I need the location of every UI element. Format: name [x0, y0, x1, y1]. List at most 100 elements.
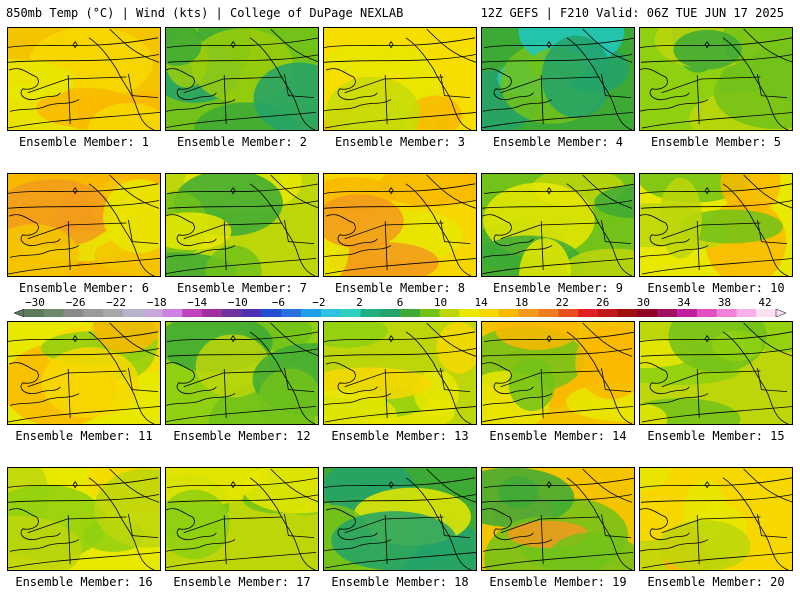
- colorbar-segment: [756, 309, 777, 317]
- member-label: Ensemble Member: 18: [331, 575, 469, 589]
- member-map-panel: [639, 321, 793, 425]
- temperature-field-map: [640, 174, 792, 276]
- member-label: Ensemble Member: 6: [18, 281, 150, 295]
- member-map-panel: [481, 321, 635, 425]
- member-map-panel: [323, 173, 477, 277]
- colorbar-left-arrow: [14, 309, 25, 317]
- colorbar-segment: [63, 309, 84, 317]
- temperature-field-map: [8, 174, 160, 276]
- member-map-panel: [639, 173, 793, 277]
- colorbar-segment: [400, 309, 421, 317]
- member-label: Ensemble Member: 20: [647, 575, 785, 589]
- colorbar-segment: [380, 309, 401, 317]
- colorbar-tick-label: −2: [312, 296, 326, 309]
- member-label: Ensemble Member: 9: [492, 281, 624, 295]
- colorbar-segment: [498, 309, 520, 317]
- temperature-field-map: [482, 28, 634, 130]
- member-label: Ensemble Member: 16: [15, 575, 153, 589]
- colorbar-tick-label: −6: [271, 296, 285, 309]
- member-label: Ensemble Member: 17: [173, 575, 311, 589]
- member-label: Ensemble Member: 10: [647, 281, 785, 295]
- colorbar-tick-label: −26: [65, 296, 86, 309]
- temperature-field-map: [324, 174, 476, 276]
- member-label: Ensemble Member: 1: [18, 135, 150, 149]
- colorbar-segment: [637, 309, 658, 317]
- temperature-field-map: [640, 322, 792, 424]
- colorbar-tick-label: 30: [636, 296, 650, 309]
- member-label: Ensemble Member: 5: [650, 135, 782, 149]
- colorbar-segment: [736, 309, 757, 317]
- member-map-panel: [481, 467, 635, 571]
- member-label: Ensemble Member: 11: [15, 429, 153, 443]
- colorbar-tick-label: 34: [677, 296, 691, 309]
- temperature-field-map: [8, 468, 160, 570]
- temperature-field-map: [8, 322, 160, 424]
- temperature-field-map: [482, 468, 634, 570]
- member-map-panel: [165, 27, 319, 131]
- temperature-field-map: [8, 28, 160, 130]
- colorbar-segment: [439, 309, 460, 317]
- temperature-field-map: [166, 468, 318, 570]
- colorbar-segment: [597, 309, 618, 317]
- colorbar-tick-label: 2: [356, 296, 363, 309]
- colorbar-tick-label: −10: [227, 296, 248, 309]
- colorbar-segment: [419, 309, 440, 317]
- colorbar-segment: [241, 309, 262, 317]
- member-map-panel: [481, 27, 635, 131]
- member-map-panel: [165, 321, 319, 425]
- colorbar-segment: [103, 309, 124, 317]
- member-label: Ensemble Member: 15: [647, 429, 785, 443]
- colorbar-segment: [24, 309, 45, 317]
- colorbar-segment: [261, 309, 282, 317]
- colorbar-segment: [696, 309, 717, 317]
- member-map-panel: [639, 467, 793, 571]
- colorbar-tick-label: 18: [515, 296, 529, 309]
- colorbar-tick-label: −18: [146, 296, 167, 309]
- temperature-colorbar: [14, 309, 786, 317]
- colorbar-tick-label: 6: [396, 296, 404, 309]
- temperature-field-map: [166, 322, 318, 424]
- temperature-field-map: [324, 322, 476, 424]
- colorbar-segment: [716, 309, 737, 317]
- member-map-panel: [639, 27, 793, 131]
- temperature-field-map: [482, 174, 634, 276]
- colorbar-right-arrow: [775, 309, 786, 317]
- colorbar-segment: [657, 309, 678, 317]
- temperature-field-map: [324, 468, 476, 570]
- colorbar-tick-label: −14: [187, 296, 208, 309]
- colorbar-segment: [142, 309, 163, 317]
- colorbar-tick-label: 10: [433, 296, 448, 309]
- temperature-field-map: [640, 28, 792, 130]
- member-label: Ensemble Member: 4: [492, 135, 624, 149]
- colorbar-segment: [281, 309, 302, 317]
- member-label: Ensemble Member: 7: [176, 281, 308, 295]
- colorbar-segment: [538, 309, 559, 317]
- colorbar-segment: [360, 309, 381, 317]
- colorbar-segment: [221, 309, 242, 317]
- member-map-panel: [323, 321, 477, 425]
- member-label: Ensemble Member: 8: [334, 281, 466, 295]
- member-label: Ensemble Member: 14: [489, 429, 627, 443]
- member-label: Ensemble Member: 2: [176, 135, 308, 149]
- colorbar-segment: [182, 309, 203, 317]
- colorbar-tick-label: 42: [758, 296, 772, 309]
- member-map-panel: [323, 27, 477, 131]
- colorbar-segment: [617, 309, 638, 317]
- colorbar-tick-label: 22: [555, 296, 569, 309]
- colorbar-tick-label: 38: [717, 296, 732, 309]
- temperature-field-map: [166, 174, 318, 276]
- colorbar-tick-label: −30: [25, 296, 45, 309]
- member-map-panel: [165, 467, 319, 571]
- colorbar-tick-label: 14: [474, 296, 488, 309]
- colorbar-segment: [122, 309, 144, 317]
- member-map-panel: [165, 173, 319, 277]
- colorbar-segment: [162, 309, 183, 317]
- member-map-panel: [7, 27, 161, 131]
- colorbar-segment: [301, 309, 322, 317]
- colorbar-segment: [677, 309, 698, 317]
- colorbar-segment: [202, 309, 223, 317]
- member-map-panel: [481, 173, 635, 277]
- colorbar-segment: [43, 309, 64, 317]
- member-label: Ensemble Member: 12: [173, 429, 311, 443]
- temperature-field-map: [640, 468, 792, 570]
